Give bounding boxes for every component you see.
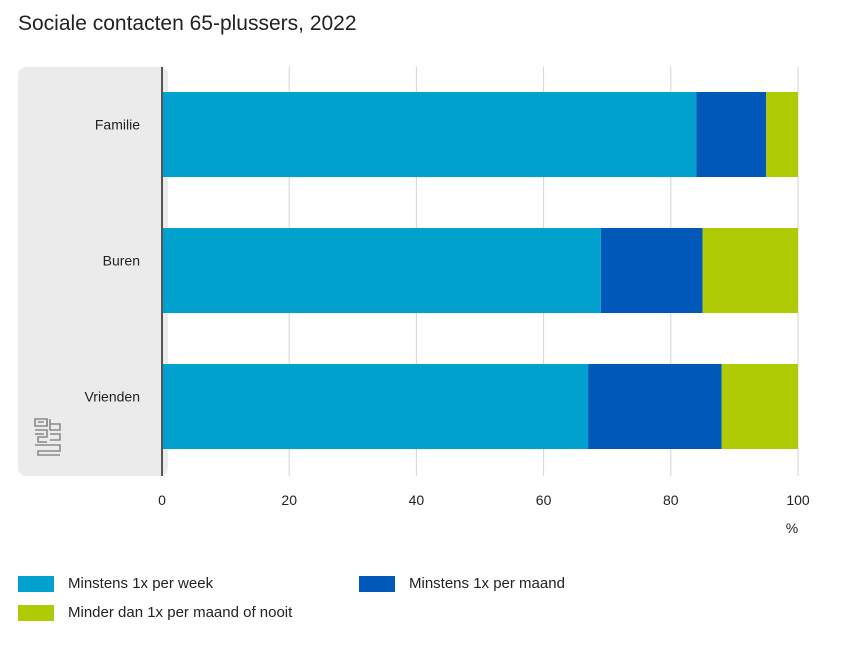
bar-segment — [162, 228, 601, 313]
bar-segment — [766, 92, 798, 177]
bar-segment — [600, 228, 703, 313]
bars — [162, 92, 798, 449]
category-panel — [18, 67, 168, 476]
stacked-bar-chart: Familie Buren Vrienden 0 20 40 60 80 100 % — [18, 67, 810, 536]
chart-title: Sociale contacten 65-plussers, 2022 — [18, 12, 357, 35]
x-tick-labels: 0 20 40 60 80 100 — [158, 492, 810, 508]
legend-item-nooit: Minder dan 1x per maand of nooit — [18, 604, 292, 621]
cbs-logo-icon — [34, 418, 61, 456]
x-tick-label: 80 — [663, 492, 679, 508]
bar-segment — [696, 92, 767, 177]
legend-swatch — [18, 575, 54, 592]
category-label: Vrienden — [84, 389, 140, 405]
legend-item-week: Minstens 1x per week — [18, 575, 213, 592]
x-tick-label: 60 — [536, 492, 552, 508]
bar-segment — [721, 364, 798, 449]
legend-label: Minder dan 1x per maand of nooit — [68, 604, 293, 621]
x-tick-label: 40 — [409, 492, 425, 508]
legend-label: Minstens 1x per week — [68, 575, 214, 592]
legend-swatch — [18, 604, 54, 621]
bar-segment — [162, 364, 589, 449]
category-labels: Familie Buren Vrienden — [84, 117, 140, 405]
category-label: Familie — [95, 117, 140, 133]
legend-swatch — [359, 575, 395, 592]
category-label: Buren — [103, 253, 140, 269]
bar-segment — [588, 364, 722, 449]
x-tick-label: 0 — [158, 492, 166, 508]
legend-item-maand: Minstens 1x per maand — [359, 575, 565, 592]
x-tick-label: 20 — [281, 492, 297, 508]
legend-label: Minstens 1x per maand — [409, 575, 565, 592]
bar-segment — [702, 228, 798, 313]
bar-segment — [162, 92, 697, 177]
x-unit-label: % — [786, 520, 798, 536]
x-tick-label: 100 — [786, 492, 810, 508]
legend: Minstens 1x per week Minstens 1x per maa… — [18, 575, 818, 635]
